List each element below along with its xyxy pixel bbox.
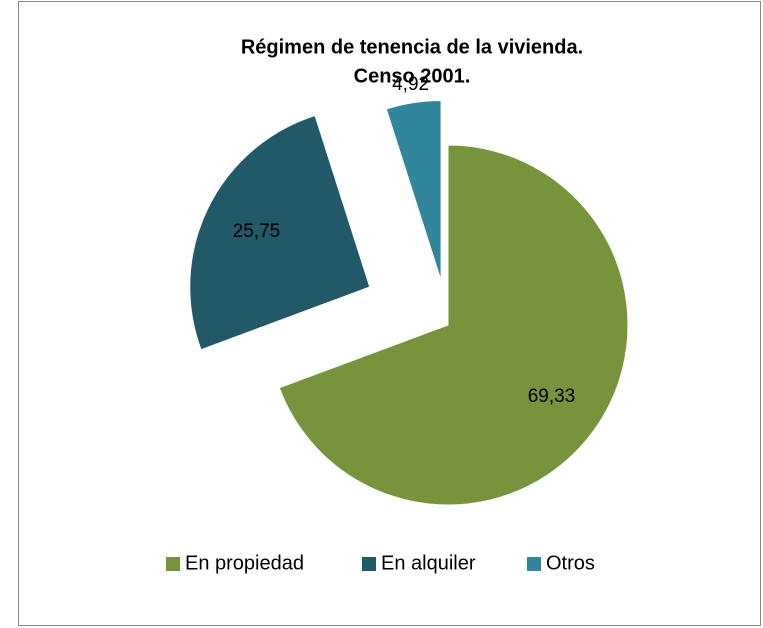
chart-title: Régimen de tenencia de la vivienda. bbox=[241, 36, 583, 58]
legend-swatch bbox=[362, 557, 376, 571]
pie-slice bbox=[385, 100, 442, 281]
legend-label: En alquiler bbox=[381, 552, 476, 574]
legend-label: En propiedad bbox=[185, 552, 304, 574]
legend-swatch bbox=[527, 557, 541, 571]
chart-title: Censo 2001. bbox=[354, 65, 471, 87]
legend-swatch bbox=[166, 557, 180, 571]
pie-slice bbox=[278, 144, 629, 506]
data-label: 69,33 bbox=[528, 386, 576, 407]
pie-slice bbox=[189, 114, 371, 351]
data-label: 25,75 bbox=[233, 221, 281, 242]
data-label: 4,92 bbox=[392, 74, 429, 95]
chart-frame bbox=[18, 1, 761, 626]
legend-label: Otros bbox=[546, 552, 595, 574]
